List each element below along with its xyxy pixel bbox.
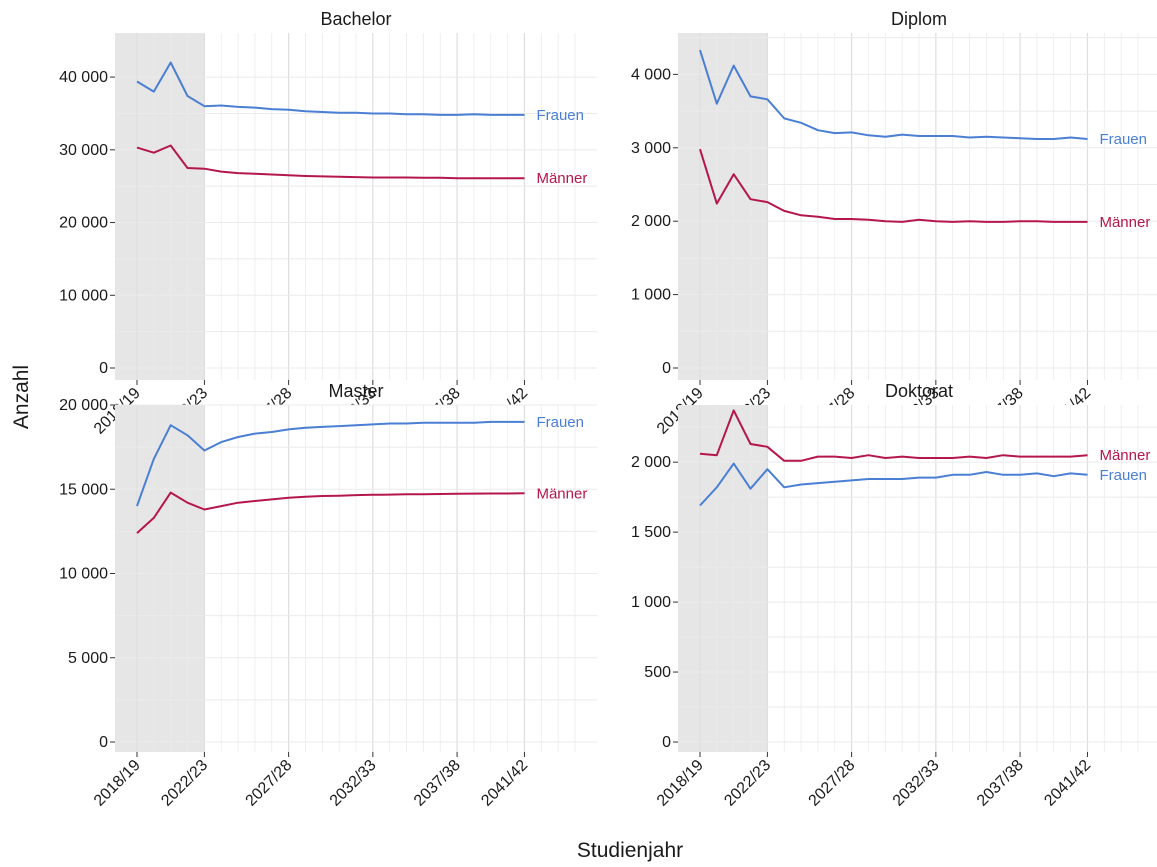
y-tick-label: 2 000 <box>631 454 671 471</box>
y-tick-label: 2 000 <box>631 213 671 230</box>
panel-title: Diplom <box>891 9 947 29</box>
series-line-frauen <box>699 462 1088 507</box>
series-line-frauen <box>699 49 1088 140</box>
y-tick-label: 20 000 <box>59 397 108 414</box>
historical-shade <box>678 405 768 752</box>
y-tick-label: 0 <box>662 734 671 751</box>
series-label-frauen: Frauen <box>536 107 584 124</box>
y-tick-label: 500 <box>644 664 671 681</box>
y-tick-label: 15 000 <box>59 481 108 498</box>
series-label-frauen: Frauen <box>1099 131 1147 148</box>
x-axis-title: Studienjahr <box>577 839 683 862</box>
y-tick-label: 0 <box>662 360 671 377</box>
series-label-männer: Männer <box>1099 214 1150 231</box>
y-tick-label: 3 000 <box>631 140 671 157</box>
x-tick-label: 2027/28 <box>243 757 296 810</box>
series-line-männer <box>136 144 525 180</box>
series-line-männer <box>136 491 525 534</box>
x-tick-label: 2027/28 <box>806 757 859 810</box>
y-tick-label: 30 000 <box>59 142 108 159</box>
historical-shade <box>115 405 205 752</box>
series-line-männer <box>699 148 1088 223</box>
series-line-männer <box>699 409 1088 462</box>
x-tick-label: 2032/33 <box>890 757 943 810</box>
y-tick-label: 10 000 <box>59 566 108 583</box>
series-label-männer: Männer <box>536 170 587 187</box>
x-tick-label: 2037/38 <box>974 757 1027 810</box>
y-tick-label: 1 500 <box>631 524 671 541</box>
historical-shade <box>678 33 768 380</box>
series-line-frauen <box>136 61 525 116</box>
panel-title: Bachelor <box>320 9 391 29</box>
y-tick-label: 4 000 <box>631 66 671 83</box>
y-tick-label: 20 000 <box>59 215 108 232</box>
historical-shade <box>115 33 205 380</box>
y-tick-label: 1 000 <box>631 287 671 304</box>
x-tick-label: 2037/38 <box>411 757 464 810</box>
x-tick-label: 2022/23 <box>158 757 211 810</box>
y-tick-label: 40 000 <box>59 69 108 86</box>
panel-title: Doktorat <box>885 381 953 401</box>
panel-title: Master <box>328 381 383 401</box>
series-label-männer: Männer <box>536 485 587 502</box>
y-tick-label: 5 000 <box>68 650 108 667</box>
panel-master: Master 0 5 000 10 000 15 000 20 000 2018/19 202… <box>59 381 597 810</box>
y-tick-label: 0 <box>99 360 108 377</box>
panel-doktorat: Doktorat 0 500 1 000 1 500 2 000 2018/19 2022/2… <box>631 381 1157 810</box>
x-tick-label: 2032/33 <box>327 757 380 810</box>
series-label-frauen: Frauen <box>1099 467 1147 484</box>
series-label-männer: Männer <box>1099 447 1150 464</box>
x-tick-label: 2018/19 <box>91 757 144 810</box>
x-tick-label: 2041/42 <box>478 757 531 810</box>
y-tick-label: 10 000 <box>59 287 108 304</box>
series-label-frauen: Frauen <box>536 414 584 431</box>
y-tick-label: 1 000 <box>631 594 671 611</box>
x-tick-label: 2018/19 <box>654 757 707 810</box>
y-tick-label: 0 <box>99 734 108 751</box>
x-tick-label: 2041/42 <box>1041 757 1094 810</box>
y-axis-title: Anzahl <box>10 365 33 429</box>
series-line-frauen <box>136 420 525 507</box>
x-tick-label: 2022/23 <box>721 757 774 810</box>
